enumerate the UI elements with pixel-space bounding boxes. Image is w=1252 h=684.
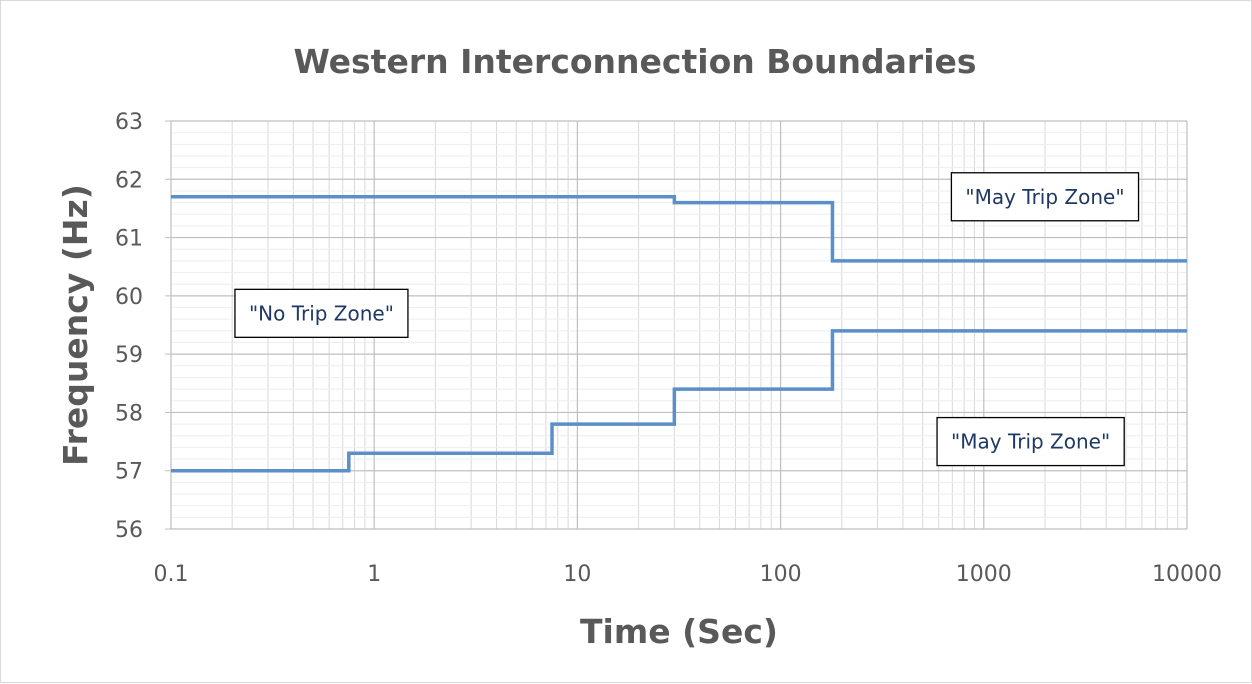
annotation-border [234,288,409,338]
y-tick-label: 61 [115,227,143,252]
y-tick-label: 57 [115,460,143,485]
series-line-2 [171,329,1187,473]
series-line-1 [171,195,1187,263]
y-tick-label: 62 [115,168,143,193]
x-tick-label: 10 [563,562,591,587]
y-tick-label: 56 [115,518,143,543]
annotation-border [950,172,1140,222]
y-tick-label: 60 [115,285,143,310]
x-axis-title: Time (Sec) [580,612,778,651]
annotation-box: "May Trip Zone" [950,172,1140,222]
annotation-box: "May Trip Zone" [936,416,1125,467]
x-tick-label: 10000 [1152,562,1222,587]
annotation-border [936,416,1125,467]
y-axis-title: Frequency (Hz) [56,184,95,466]
annotation-text: "May Trip Zone" [965,185,1124,209]
y-tick-label: 58 [115,401,143,426]
y-tick-label: 63 [115,110,143,135]
y-tick-label: 59 [115,343,143,368]
chart-title: Western Interconnection Boundaries [293,42,976,81]
x-tick-label: 1000 [956,562,1012,587]
annotation-box: "No Trip Zone" [234,288,409,338]
annotation-text: "May Trip Zone" [951,430,1110,454]
x-tick-label: 100 [760,562,802,587]
x-tick-label: 1 [367,562,381,587]
annotation-text: "No Trip Zone" [249,301,394,325]
x-tick-label: 0.1 [154,562,189,587]
